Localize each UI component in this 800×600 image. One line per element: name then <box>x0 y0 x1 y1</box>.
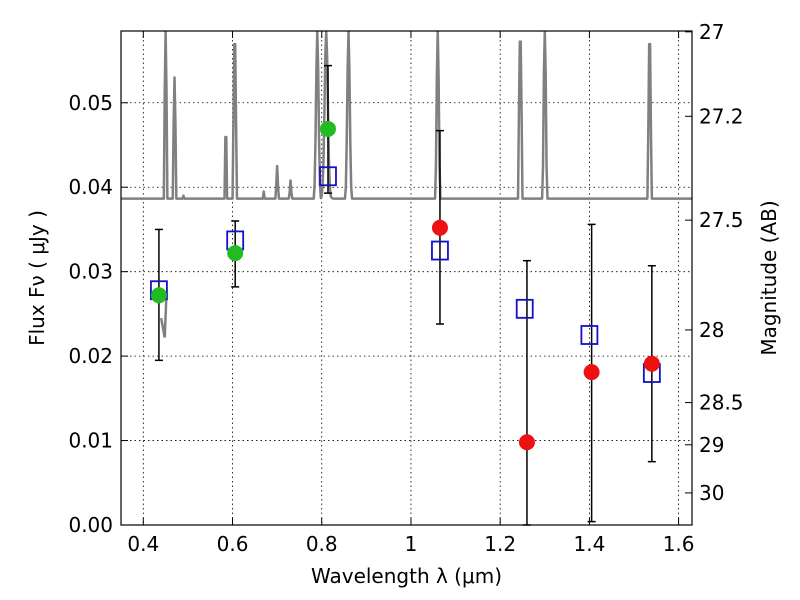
x-tick-label: 1 <box>405 532 418 556</box>
model-flux-square <box>580 325 599 345</box>
right-tick-label: 27.2 <box>699 104 744 128</box>
non-detection-point <box>431 219 448 236</box>
x-tick-label: 0.8 <box>306 532 338 556</box>
x-tick-label: 0.6 <box>217 532 249 556</box>
x-axis-label: Wavelength λ (μm) <box>311 564 502 588</box>
grid <box>121 31 692 525</box>
right-tick-label: 28 <box>699 318 724 342</box>
model-flux-square <box>515 298 534 319</box>
right-tick-label: 29 <box>699 433 724 457</box>
right-tick-label: 30 <box>699 481 724 505</box>
non-detection-point <box>643 355 660 372</box>
y-tick-label: 0.03 <box>68 260 113 284</box>
x-tick-label: 1.6 <box>663 532 695 556</box>
detection-point <box>150 287 167 304</box>
y-tick-label: 0.04 <box>68 175 113 199</box>
model-flux-square <box>319 166 337 187</box>
x-tick-label: 0.4 <box>127 532 159 556</box>
right-tick-label: 27 <box>699 20 724 44</box>
right-tick-label: 28.5 <box>699 391 744 415</box>
y-axis-right-label: Magnitude (AB) <box>757 200 781 355</box>
x-tick-label: 1.2 <box>484 532 516 556</box>
detection-point <box>319 120 336 137</box>
non-detection-point <box>518 434 535 451</box>
ticks-layer: 0.4 0.6 0.8 1 1.2 1.4 1.6 0.00 0.01 0.02 0.03 0.04 0… <box>68 20 743 556</box>
y-tick-label: 0.00 <box>68 513 113 537</box>
y-tick-label: 0.05 <box>68 91 113 115</box>
right-tick-label: 27.5 <box>699 208 744 232</box>
detection-point <box>227 245 244 262</box>
model-flux-square <box>431 240 449 261</box>
marker-layer <box>150 120 661 451</box>
continuum-layer <box>121 31 692 338</box>
continuum-spectrum-line <box>121 31 692 200</box>
non-detection-point <box>583 364 600 381</box>
errorbar-layer <box>154 64 656 526</box>
y-axis-label: Flux Fν ( μJy ) <box>25 210 49 346</box>
y-tick-label: 0.02 <box>68 344 113 368</box>
continuum-absorption-dip <box>159 292 168 338</box>
y-tick-label: 0.01 <box>68 429 113 453</box>
plot-frame <box>120 30 693 526</box>
x-tick-label: 1.4 <box>573 532 605 556</box>
